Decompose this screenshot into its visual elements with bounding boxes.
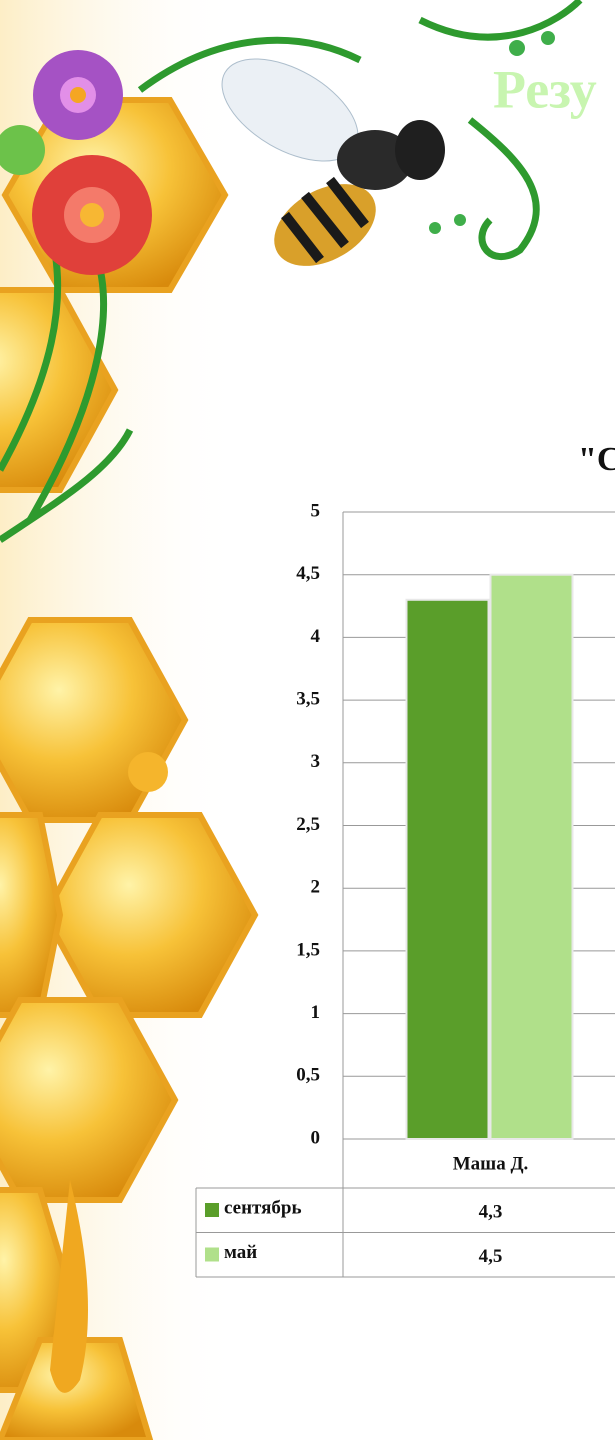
y-tick-label: 1,5: [296, 939, 320, 960]
y-tick-label: 0,5: [296, 1065, 320, 1086]
chart: 0 0,5 1 1,5 2 2,5 3 3,5 4 4,5 5 Маша Д. сентябрь 4,3 м…: [195, 500, 615, 1278]
y-tick-label: 4: [311, 626, 321, 647]
legend-label: сентябрь: [224, 1197, 302, 1218]
y-tick-label: 2,5: [296, 814, 320, 835]
x-tick-label: Маша Д.: [453, 1153, 529, 1174]
chart-title: "С: [578, 441, 615, 478]
y-tick-label: 1: [311, 1002, 321, 1023]
legend-swatch: [205, 1203, 219, 1217]
bar: [405, 598, 490, 1140]
table-value: 4,3: [479, 1201, 503, 1222]
decoration: [0, 0, 583, 1443]
y-tick-label: 3,5: [296, 688, 320, 709]
bee: [221, 58, 445, 266]
y-tick-label: 3: [311, 751, 321, 772]
y-tick-label: 5: [311, 500, 321, 521]
y-tick-label: 2: [311, 877, 321, 898]
bar: [489, 573, 574, 1140]
y-tick-label: 0: [311, 1127, 321, 1148]
slide-title: Резу: [493, 59, 597, 119]
y-tick-label: 4,5: [296, 563, 320, 584]
legend-label: май: [224, 1242, 257, 1263]
table-value: 4,5: [479, 1246, 503, 1267]
legend-swatch: [205, 1247, 219, 1262]
